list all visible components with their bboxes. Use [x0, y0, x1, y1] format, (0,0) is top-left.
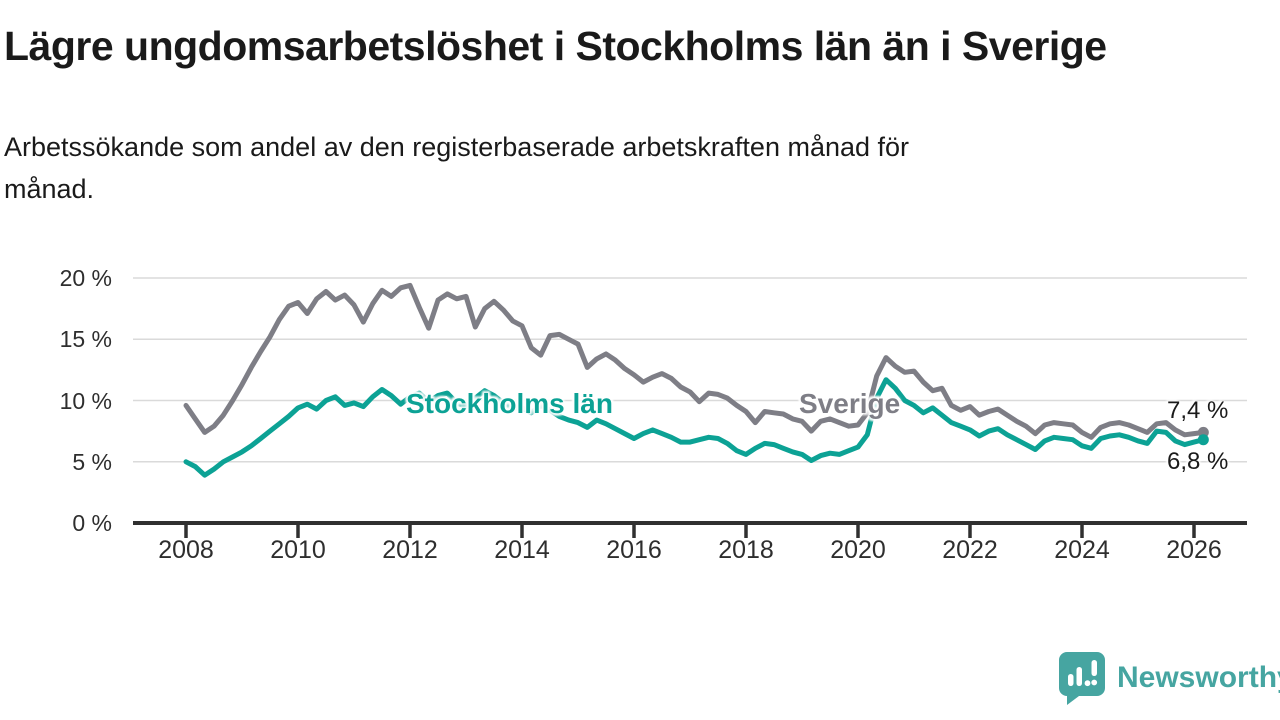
x-axis-tick-label: 2020	[830, 536, 886, 564]
x-axis-tick-label: 2014	[494, 536, 550, 564]
chart-subtitle-line-1: Arbetssökande som andel av den registerb…	[4, 132, 910, 162]
x-axis-tick-label: 2024	[1054, 536, 1110, 564]
y-axis-tick-label: 5 %	[72, 448, 112, 475]
x-axis-tick-label: 2016	[606, 536, 662, 564]
chart-subtitle: Arbetssökande som andel av den registerb…	[4, 126, 1224, 210]
series-label-stockholms-lan: Stockholms län	[406, 388, 613, 419]
y-axis-tick-label: 10 %	[59, 387, 112, 414]
end-value-label-stockholms-lan: 6,8 %	[1167, 448, 1229, 475]
chart-title: Lägre ungdomsarbetslöshet i Stockholms l…	[4, 23, 1107, 69]
y-axis-tick-label: 15 %	[59, 326, 112, 353]
bar-2	[1076, 667, 1082, 686]
end-value-label-sverige: 7,4 %	[1167, 397, 1229, 424]
brand-name: Newsworthy	[1117, 661, 1280, 694]
x-axis-tick-label: 2018	[718, 536, 774, 564]
bar-1	[1068, 674, 1074, 686]
line-sverige	[183, 282, 1206, 440]
line-stockholms-l-n	[183, 377, 1206, 478]
y-axis-tick-label: 0 %	[72, 510, 112, 536]
x-axis-tick-label: 2008	[158, 536, 214, 564]
x-axis-tick-label: 2012	[382, 536, 438, 564]
y-axis-tick-label: 20 %	[59, 265, 112, 291]
newsworthy-icon	[1059, 652, 1105, 705]
x-axis-tick-label: 2026	[1166, 536, 1222, 564]
x-axis-tick-label: 2010	[270, 536, 326, 564]
end-dot-stockholms-l-n	[1197, 434, 1209, 446]
chart-subtitle-line-2: månad.	[4, 174, 95, 204]
newsworthy-logo[interactable]: Newsworthy	[1057, 650, 1280, 706]
exclamation-dot	[1091, 679, 1098, 686]
x-axis-tick-label: 2022	[942, 536, 998, 564]
bar-dot	[1084, 680, 1091, 687]
exclamation-bar	[1091, 660, 1097, 676]
series-label-sverige: Sverige	[799, 388, 901, 419]
